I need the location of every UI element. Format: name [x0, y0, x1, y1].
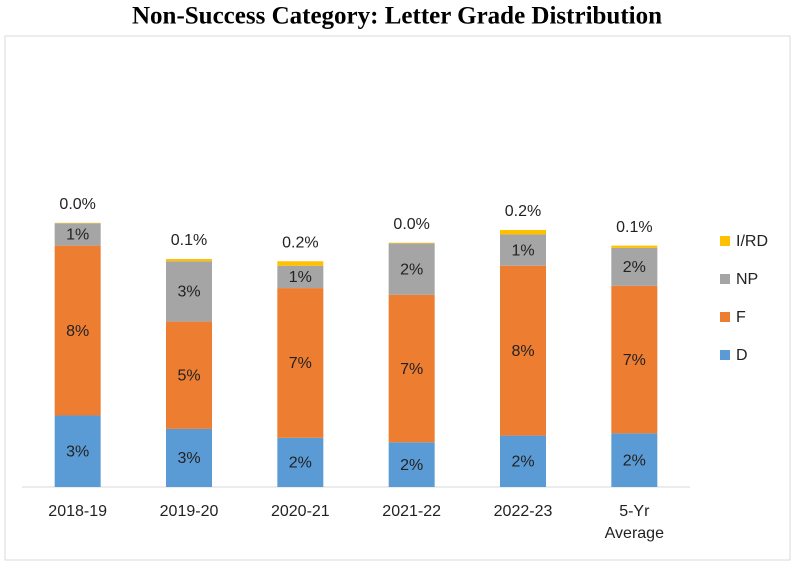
- bar-segment: [611, 247, 658, 286]
- legend-label: F: [736, 309, 746, 326]
- legend-label: D: [736, 347, 748, 364]
- x-tick-label: 2021-22: [382, 503, 442, 520]
- data-label: 0.0%: [59, 196, 95, 213]
- bar-segment: [277, 437, 324, 487]
- data-label: 2%: [400, 457, 423, 474]
- data-label: 8%: [66, 323, 89, 340]
- bar-segment: [500, 234, 546, 266]
- legend-label: I/RD: [736, 233, 768, 250]
- data-label: 2%: [623, 452, 646, 469]
- legend-swatch: [720, 312, 730, 322]
- x-tick-label: 2020-21: [270, 503, 330, 520]
- bar-segment: [54, 415, 101, 487]
- data-label: 3%: [177, 284, 200, 301]
- bar-segment: [388, 294, 435, 443]
- bar-segment: [277, 265, 324, 289]
- data-label: 8%: [511, 343, 534, 360]
- x-tick-label: 2019-20: [159, 503, 219, 520]
- bar-segment: [611, 245, 658, 248]
- data-label: 1%: [511, 242, 534, 259]
- bar-segment: [166, 261, 212, 322]
- bar-segment: [54, 245, 101, 416]
- data-label: 3%: [177, 450, 200, 467]
- data-label: 5%: [177, 367, 200, 384]
- bar-segment: [166, 259, 212, 262]
- bar-segment: [277, 261, 324, 266]
- bar-segment: [388, 243, 435, 295]
- x-tick-label: 2022-23: [493, 503, 553, 520]
- bar-segment: [500, 435, 546, 487]
- bar-segment: [388, 442, 435, 487]
- data-label: 7%: [623, 352, 646, 369]
- bar-segment: [388, 242, 435, 244]
- data-label: 0.1%: [171, 232, 207, 249]
- data-label: 1%: [289, 269, 312, 286]
- legend-swatch: [720, 274, 730, 284]
- data-label: 7%: [400, 361, 423, 378]
- chart-border: [4, 35, 791, 561]
- legend-swatch: [720, 236, 730, 246]
- bar-segment: [166, 321, 212, 429]
- data-label: 7%: [289, 355, 312, 372]
- data-label: 2%: [623, 259, 646, 276]
- bar-segment: [54, 223, 101, 246]
- data-label: 2%: [289, 455, 312, 472]
- data-label: 2%: [511, 454, 534, 471]
- data-label: 3%: [66, 443, 89, 460]
- data-label: 0.2%: [282, 234, 318, 251]
- bar-segment: [500, 265, 546, 436]
- chart-title: Non-Success Category: Letter Grade Distr…: [132, 3, 662, 30]
- data-label: 0.2%: [505, 203, 541, 220]
- legend-swatch: [720, 350, 730, 360]
- x-tick-label: 2018-19: [48, 503, 108, 520]
- x-tick-label: 5-Yr Average: [604, 503, 664, 542]
- legend-label: NP: [736, 271, 758, 288]
- data-label: 2%: [400, 261, 423, 278]
- bar-segment: [166, 428, 212, 487]
- bar-segment: [611, 285, 658, 434]
- data-label: 0.0%: [393, 216, 429, 233]
- bar-segment: [277, 288, 324, 438]
- data-label: 1%: [66, 227, 89, 244]
- bar-segment: [611, 433, 658, 487]
- bar-segment: [500, 229, 546, 235]
- data-label: 0.1%: [616, 219, 652, 236]
